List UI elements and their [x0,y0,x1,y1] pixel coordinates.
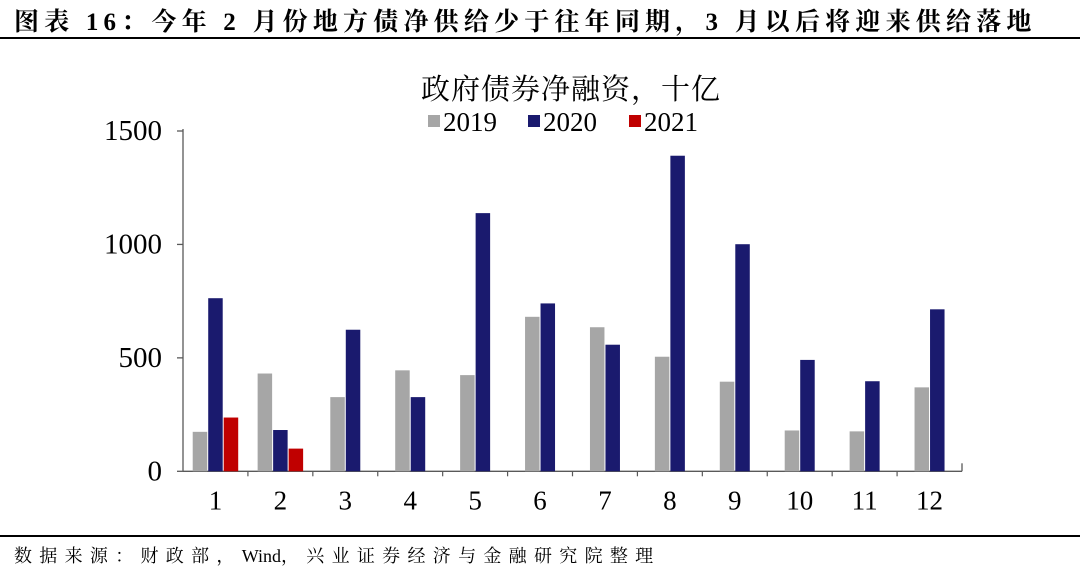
svg-text:1500: 1500 [104,115,162,147]
svg-text:5: 5 [468,485,482,515]
svg-text:11: 11 [852,485,878,515]
svg-text:7: 7 [598,485,612,515]
svg-text:4: 4 [403,485,417,515]
svg-text:1: 1 [209,485,223,515]
svg-text:8: 8 [663,485,677,515]
svg-text:10: 10 [786,485,813,515]
svg-text:3: 3 [339,485,353,515]
svg-text:9: 9 [728,485,742,515]
svg-text:1000: 1000 [104,228,162,260]
svg-text:2: 2 [274,485,288,515]
svg-text:0: 0 [148,455,163,487]
svg-text:500: 500 [119,342,163,374]
svg-text:12: 12 [916,485,943,515]
svg-text:6: 6 [533,485,547,515]
